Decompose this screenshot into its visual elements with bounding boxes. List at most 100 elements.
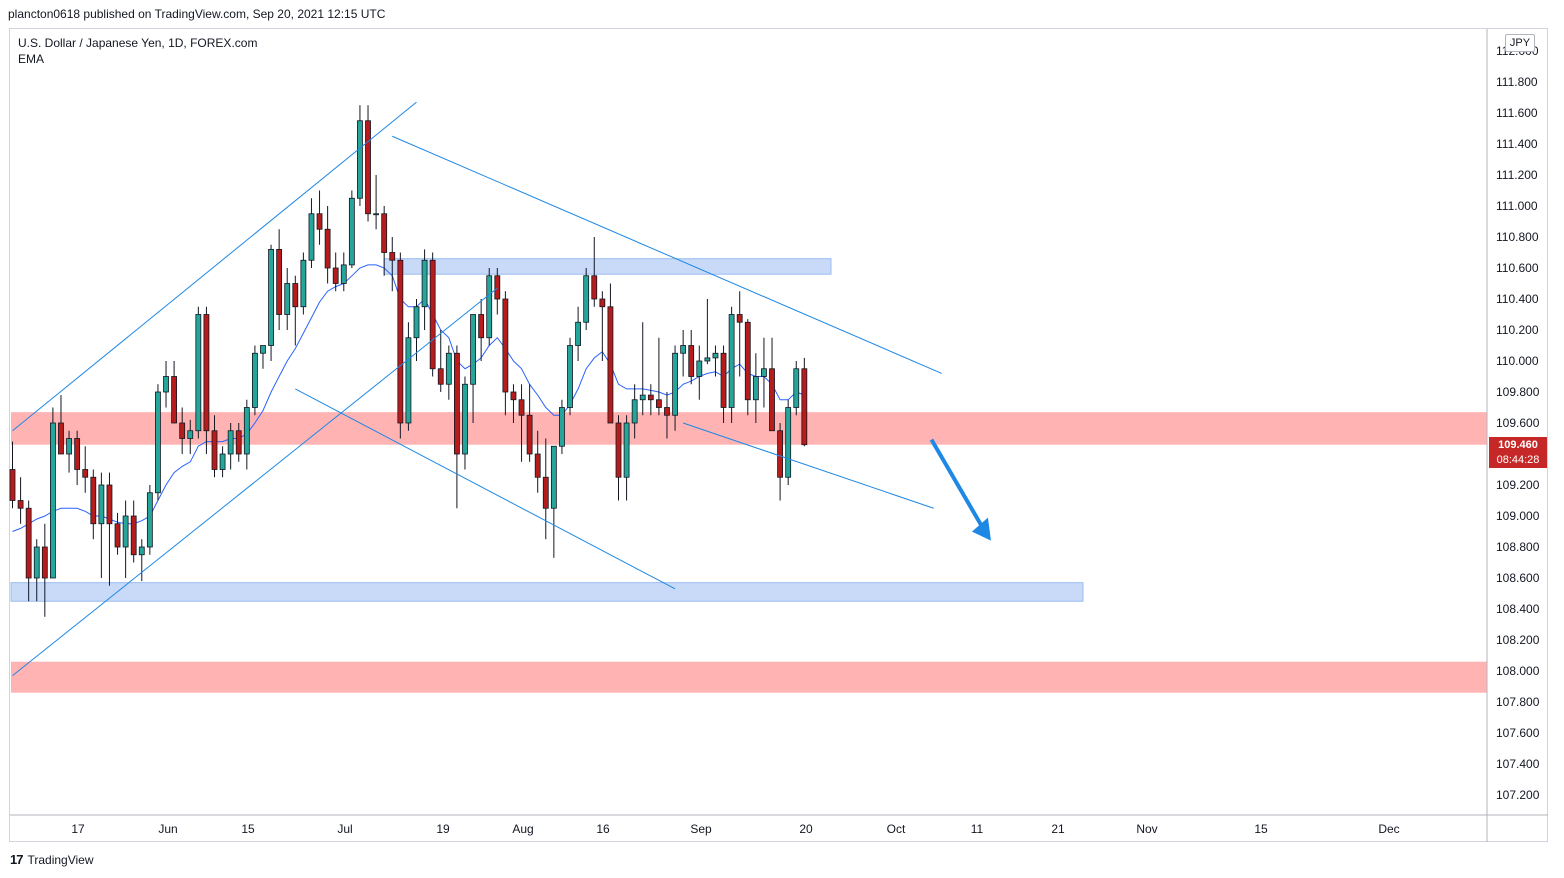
candle — [316, 190, 323, 245]
candle — [276, 229, 283, 330]
candle — [243, 399, 250, 470]
price-tick-label: 108.400 — [1496, 602, 1540, 616]
candle — [494, 268, 501, 315]
candle — [656, 337, 662, 416]
candle — [155, 384, 161, 501]
candle — [777, 423, 783, 501]
candle-body — [720, 352, 727, 408]
candle-body — [462, 383, 468, 455]
trend-line — [392, 135, 942, 374]
candle — [292, 275, 299, 346]
candle — [373, 175, 380, 230]
candle-body — [58, 422, 64, 455]
candle — [583, 268, 590, 330]
candle — [179, 407, 186, 454]
candle — [720, 345, 727, 423]
candle — [219, 446, 226, 478]
arrow-shaft — [929, 438, 987, 533]
price-tick-label: 109.200 — [1496, 478, 1540, 492]
candle-body — [389, 252, 396, 261]
candle-body — [146, 492, 153, 548]
candle-body — [502, 298, 509, 393]
candle — [122, 500, 129, 578]
candle — [793, 361, 800, 416]
candle — [631, 384, 638, 439]
candle-body — [276, 248, 283, 315]
candle-body — [17, 500, 24, 509]
brand-name: TradingView — [27, 852, 94, 867]
candle — [567, 337, 573, 416]
candle — [203, 306, 210, 454]
candle — [74, 430, 81, 485]
candle-body — [316, 213, 323, 230]
candle — [623, 415, 630, 501]
candle — [389, 237, 396, 292]
candle — [332, 252, 339, 292]
candle-body — [106, 484, 113, 525]
candle-body — [268, 248, 274, 346]
candle-body — [324, 228, 331, 269]
candle — [437, 330, 444, 392]
candle-body — [373, 213, 380, 216]
candle-body — [623, 422, 630, 478]
currency-badge[interactable]: JPY — [1505, 34, 1535, 52]
candle — [470, 314, 476, 423]
candle — [591, 237, 598, 307]
candle — [357, 105, 363, 206]
candle — [25, 500, 32, 602]
price-tick-label: 111.400 — [1496, 137, 1538, 151]
candle — [502, 291, 509, 416]
candle-body — [41, 546, 48, 579]
footer-brand[interactable]: 17 TradingView — [10, 852, 94, 867]
candle-body — [437, 368, 444, 385]
candle-body — [534, 453, 541, 478]
candle — [114, 512, 121, 555]
candle-body — [332, 267, 339, 284]
price-tick-label: 109.000 — [1496, 509, 1540, 523]
time-tick-label: Jul — [337, 822, 352, 836]
tradingview-logo-icon: 17 — [10, 852, 24, 867]
candle — [639, 322, 646, 416]
candle — [130, 500, 137, 563]
price-tick-label: 108.200 — [1496, 633, 1540, 647]
time-tick-label: 15 — [1254, 822, 1268, 836]
candle-body — [74, 438, 81, 470]
candle-body — [518, 399, 525, 416]
candle — [421, 249, 428, 330]
price-tick-label: 107.800 — [1496, 695, 1540, 709]
symbol-title[interactable]: U.S. Dollar / Japanese Yen, 1D, FOREX.co… — [18, 36, 258, 50]
candle — [82, 446, 89, 493]
candle — [607, 283, 614, 424]
symbol-info: U.S. Dollar / Japanese Yen, 1D, FOREX.co… — [18, 35, 257, 67]
candle — [235, 423, 242, 462]
last-price: 109.460 — [1498, 439, 1538, 451]
candle-body — [704, 357, 711, 362]
candle-body — [607, 306, 614, 424]
candle-body — [251, 352, 258, 408]
time-tick-label: 21 — [1051, 822, 1065, 836]
candle — [340, 252, 347, 292]
candle — [308, 198, 315, 268]
candle-body — [615, 422, 622, 478]
candle — [462, 376, 468, 470]
candle-body — [155, 391, 161, 494]
candle-body — [510, 391, 517, 401]
candle-body — [381, 213, 388, 253]
candle-body — [728, 314, 735, 408]
candle — [260, 345, 266, 369]
candle — [381, 206, 388, 276]
candle-body — [260, 345, 266, 354]
indicator-label[interactable]: EMA — [18, 52, 45, 66]
candle — [712, 345, 719, 377]
time-tick-label: Aug — [512, 822, 533, 836]
candle — [575, 306, 581, 361]
published-line: plancton0618 published on TradingView.co… — [8, 7, 386, 21]
candle-body — [405, 337, 412, 424]
candle-body — [243, 407, 250, 455]
candle — [518, 384, 525, 462]
candle-body — [752, 376, 759, 401]
candle-body — [340, 264, 347, 284]
candle-body — [357, 120, 363, 199]
candle — [478, 299, 485, 361]
